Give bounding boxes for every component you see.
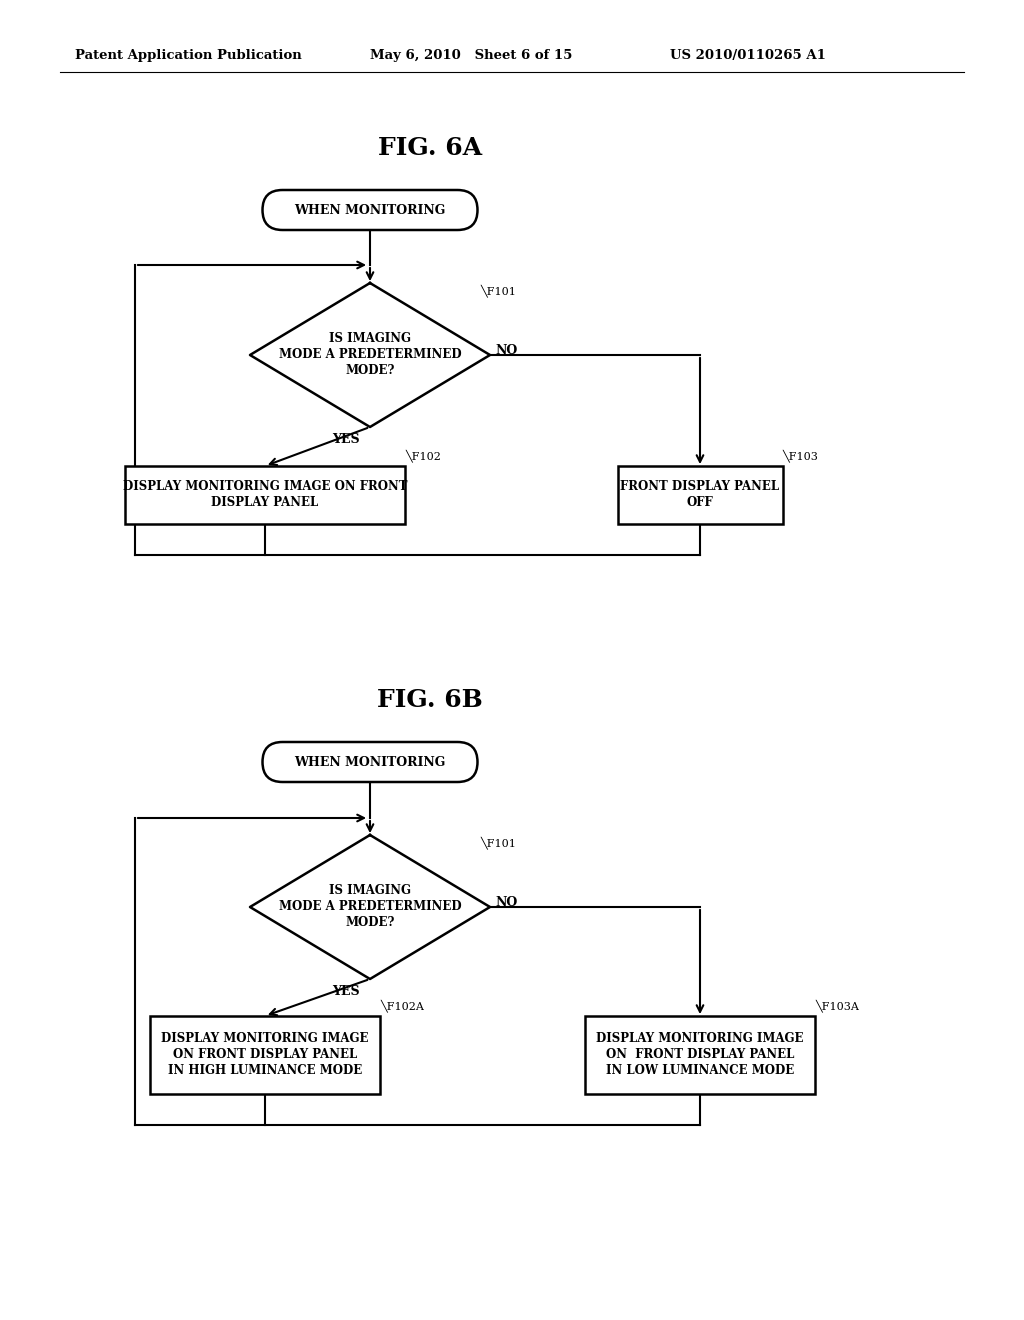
Bar (150, 1016, 380, 1094)
Text: ╲F103A: ╲F103A (815, 999, 859, 1012)
Text: ╲F101: ╲F101 (480, 837, 516, 850)
Text: WHEN MONITORING: WHEN MONITORING (294, 755, 445, 768)
Bar (125, 466, 406, 524)
Text: DISPLAY MONITORING IMAGE
ON  FRONT DISPLAY PANEL
IN LOW LUMINANCE MODE: DISPLAY MONITORING IMAGE ON FRONT DISPLA… (596, 1032, 804, 1077)
Text: IS IMAGING
MODE A PREDETERMINED
MODE?: IS IMAGING MODE A PREDETERMINED MODE? (279, 333, 462, 378)
Text: Patent Application Publication: Patent Application Publication (75, 49, 302, 62)
Text: DISPLAY MONITORING IMAGE
ON FRONT DISPLAY PANEL
IN HIGH LUMINANCE MODE: DISPLAY MONITORING IMAGE ON FRONT DISPLA… (161, 1032, 369, 1077)
FancyBboxPatch shape (262, 190, 477, 230)
Text: ╲F101: ╲F101 (480, 285, 516, 297)
Text: WHEN MONITORING: WHEN MONITORING (294, 203, 445, 216)
Text: DISPLAY MONITORING IMAGE ON FRONT
DISPLAY PANEL: DISPLAY MONITORING IMAGE ON FRONT DISPLA… (123, 480, 408, 510)
Text: ╲F103: ╲F103 (782, 449, 818, 462)
Text: US 2010/0110265 A1: US 2010/0110265 A1 (670, 49, 826, 62)
FancyBboxPatch shape (262, 742, 477, 781)
Text: FRONT DISPLAY PANEL
OFF: FRONT DISPLAY PANEL OFF (621, 480, 779, 510)
Bar (617, 466, 782, 524)
Text: ╲F102A: ╲F102A (380, 999, 424, 1012)
Text: ╲F102: ╲F102 (406, 449, 441, 462)
Text: May 6, 2010   Sheet 6 of 15: May 6, 2010 Sheet 6 of 15 (370, 49, 572, 62)
Text: YES: YES (333, 985, 360, 998)
Text: YES: YES (333, 433, 360, 446)
Text: IS IMAGING
MODE A PREDETERMINED
MODE?: IS IMAGING MODE A PREDETERMINED MODE? (279, 884, 462, 929)
Text: FIG. 6B: FIG. 6B (377, 688, 483, 711)
Text: NO: NO (495, 343, 517, 356)
Bar (585, 1016, 815, 1094)
Text: FIG. 6A: FIG. 6A (378, 136, 482, 160)
Text: NO: NO (495, 895, 517, 908)
